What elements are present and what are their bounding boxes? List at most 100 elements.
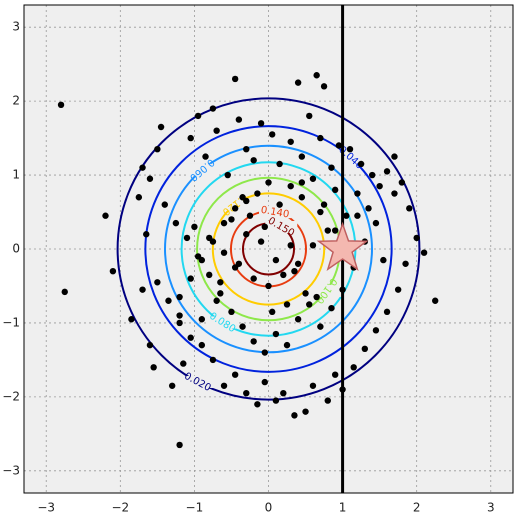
point: [380, 256, 387, 264]
point: [231, 75, 239, 83]
point: [239, 194, 246, 201]
point: [254, 401, 261, 408]
point: [154, 145, 161, 153]
y-tick-label: 0: [12, 242, 20, 256]
point: [317, 208, 324, 216]
point: [206, 271, 213, 279]
point: [317, 134, 324, 142]
contour-label-bg: [259, 206, 292, 219]
contour-label-bg: [218, 198, 251, 211]
point: [328, 304, 335, 312]
point: [331, 371, 339, 378]
point: [165, 297, 172, 304]
point: [150, 364, 157, 371]
point: [261, 378, 268, 386]
contour-label-bg: [206, 316, 239, 329]
point: [272, 330, 280, 338]
point: [198, 316, 206, 323]
point: [246, 212, 254, 219]
point: [283, 341, 291, 349]
point: [272, 256, 280, 264]
point: [372, 327, 380, 334]
point: [354, 212, 361, 219]
point: [231, 371, 239, 378]
point: [402, 260, 409, 267]
point: [276, 201, 283, 208]
point: [372, 219, 380, 227]
point: [309, 242, 317, 249]
point: [420, 249, 428, 256]
point: [394, 286, 402, 293]
point: [343, 212, 350, 219]
point: [320, 83, 328, 90]
point: [309, 175, 317, 182]
point: [135, 194, 143, 201]
point: [265, 282, 272, 290]
point: [250, 338, 257, 345]
y-tick-label: 3: [12, 20, 20, 34]
point: [172, 219, 180, 227]
contour-label-bg: [265, 220, 298, 233]
y-tick-label: 2: [12, 94, 20, 108]
point: [243, 389, 250, 397]
point: [406, 205, 413, 212]
point: [202, 153, 209, 160]
point: [361, 345, 369, 353]
point: [250, 157, 257, 164]
point: [280, 271, 287, 279]
x-tick-label: 2: [413, 501, 421, 515]
point: [309, 382, 317, 389]
star-marker: [316, 221, 369, 272]
contour-label-bg: [310, 284, 343, 297]
point: [183, 234, 191, 242]
contour: [116, 97, 421, 401]
point: [306, 112, 313, 120]
point: [269, 308, 276, 316]
point: [294, 260, 302, 267]
point: [331, 227, 339, 234]
plot-frame: [23, 4, 514, 494]
point: [354, 190, 361, 197]
point: [313, 293, 320, 301]
point: [257, 120, 265, 127]
point: [209, 105, 217, 112]
point: [357, 160, 365, 168]
point: [187, 275, 194, 282]
point: [328, 164, 335, 171]
point: [187, 134, 194, 142]
x-tick-label: 1: [339, 501, 347, 515]
x-tick-label: −2: [111, 501, 129, 515]
point: [217, 290, 224, 297]
point: [324, 397, 331, 404]
point: [128, 316, 135, 323]
point: [180, 360, 187, 367]
point: [335, 142, 343, 149]
point: [157, 123, 165, 131]
point: [294, 79, 302, 86]
point: [302, 408, 309, 415]
point: [265, 179, 272, 186]
point: [146, 341, 154, 349]
point: [176, 441, 183, 449]
point: [228, 216, 235, 223]
point: [198, 256, 206, 264]
x-tick-label: 3: [487, 501, 495, 515]
point: [302, 290, 309, 297]
point: [291, 412, 298, 419]
x-tick-label: −1: [186, 501, 204, 515]
contour: [144, 125, 393, 373]
point: [57, 101, 65, 109]
point: [280, 389, 287, 397]
point: [320, 201, 328, 208]
point: [191, 223, 198, 231]
point: [346, 145, 354, 153]
y-tick-label: −1: [2, 315, 20, 329]
point: [139, 164, 146, 171]
point: [294, 316, 302, 323]
point: [187, 334, 194, 341]
point: [269, 131, 276, 138]
point: [176, 293, 183, 301]
point: [383, 168, 391, 175]
point: [220, 219, 228, 227]
